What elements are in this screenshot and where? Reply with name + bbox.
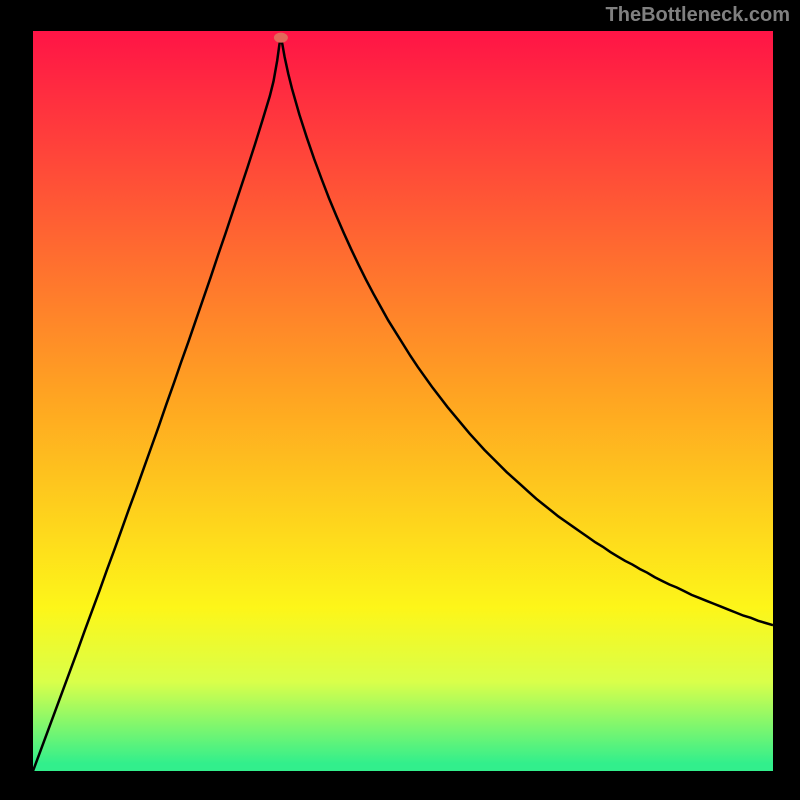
bottleneck-curve xyxy=(33,31,773,771)
plot-area xyxy=(33,31,773,771)
curve-path xyxy=(33,38,773,771)
watermark-text: TheBottleneck.com xyxy=(606,4,790,27)
minimum-marker xyxy=(274,33,288,43)
chart-container: TheBottleneck.com xyxy=(0,0,800,800)
